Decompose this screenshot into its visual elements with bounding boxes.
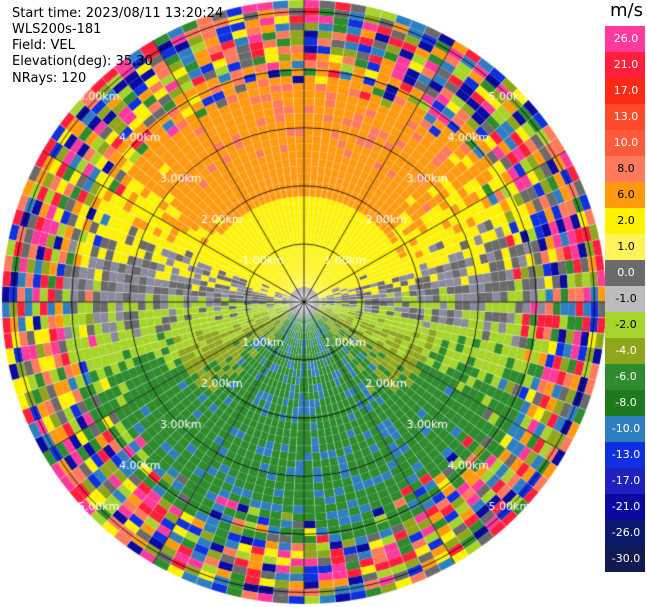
colorbar-label: -26.0 [611, 526, 641, 539]
colorbar-label: 0.0 [617, 266, 635, 279]
colorbar-swatch [605, 416, 645, 442]
field-text: Field: VEL [12, 38, 75, 53]
colorbar-swatch [605, 182, 645, 208]
colorbar-label: 10.0 [613, 136, 639, 149]
colorbar-swatch [605, 286, 645, 312]
colorbar-unit: m/s [610, 0, 643, 21]
colorbar-swatch [605, 156, 645, 182]
colorbar-label: -30.0 [611, 552, 641, 565]
colorbar-swatch [605, 546, 645, 572]
colorbar-swatch [605, 130, 645, 156]
colorbar-swatch [605, 390, 645, 416]
colorbar-swatch [605, 52, 645, 78]
colorbar-label: -4.0 [615, 344, 637, 357]
colorbar-label: 6.0 [617, 188, 635, 201]
colorbar-swatch [605, 208, 645, 234]
colorbar-swatch [605, 26, 645, 52]
colorbar-label: -10.0 [611, 422, 641, 435]
elevation-text: Elevation(deg): 35.30 [12, 54, 153, 69]
colorbar-label: -1.0 [615, 292, 637, 305]
colorbar-swatch [605, 442, 645, 468]
colorbar-swatch [605, 234, 645, 260]
colorbar-label: 17.0 [613, 84, 639, 97]
colorbar-label: 8.0 [617, 162, 635, 175]
colorbar-label: 26.0 [613, 32, 639, 45]
colorbar-label: -17.0 [611, 474, 641, 487]
colorbar-label: -21.0 [611, 500, 641, 513]
colorbar-swatch [605, 312, 645, 338]
colorbar-swatch [605, 494, 645, 520]
colorbar-swatch [605, 468, 645, 494]
colorbar-label: -2.0 [615, 318, 637, 331]
colorbar-label: -8.0 [615, 396, 637, 409]
colorbar-label: -13.0 [611, 448, 641, 461]
colorbar-swatch [605, 520, 645, 546]
colorbar-label: 2.0 [617, 214, 635, 227]
start-time-text: Start time: 2023/08/11 13:20:24 [12, 6, 224, 21]
colorbar-swatch [605, 260, 645, 286]
colorbar-label: 1.0 [617, 240, 635, 253]
nrays-text: NRays: 120 [12, 71, 87, 86]
colorbar-label: -6.0 [615, 370, 637, 383]
colorbar-swatch [605, 364, 645, 390]
colorbar-swatch [605, 78, 645, 104]
instrument-text: WLS200s-181 [12, 22, 102, 37]
colorbar-label: 21.0 [613, 58, 639, 71]
colorbar-swatch [605, 104, 645, 130]
colorbar-label: 13.0 [613, 110, 639, 123]
colorbar-swatch [605, 338, 645, 364]
